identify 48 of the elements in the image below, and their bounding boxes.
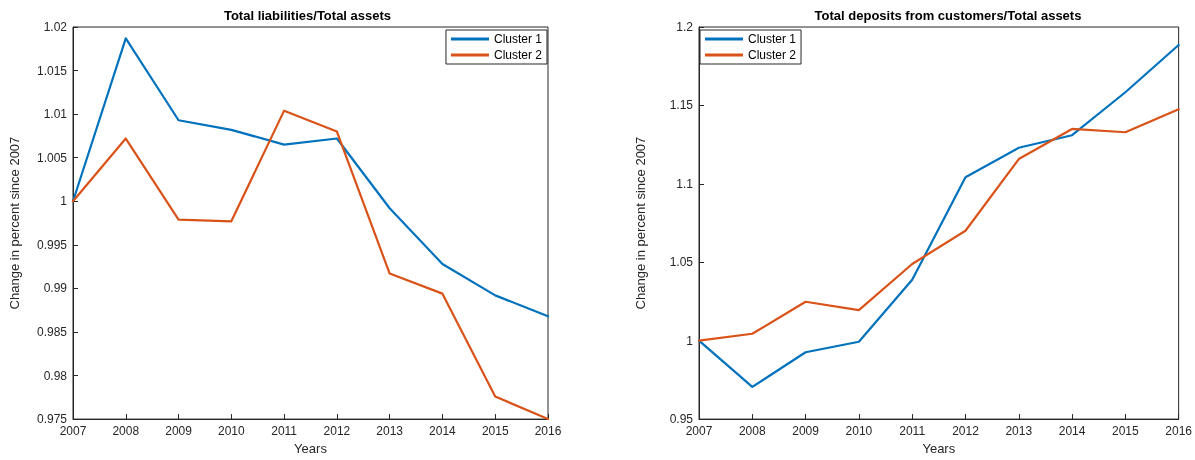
x-axis-title: Years — [922, 441, 956, 456]
x-tick-label: 2012 — [323, 424, 351, 439]
x-tick-label: 2007 — [685, 424, 713, 439]
legend-label: Cluster 1 — [493, 32, 543, 46]
chart-title: Total deposits from customers/Total assets — [814, 8, 1082, 23]
x-tick-label: 2013 — [376, 424, 404, 439]
y-tick-label: 0.995 — [36, 237, 68, 252]
line-series — [697, 108, 1180, 342]
x-tick-label: 2014 — [429, 424, 457, 439]
x-tick-label: 2010 — [217, 424, 245, 439]
y-axis-title: Change in percent since 2007 — [7, 136, 22, 310]
y-tick-label: 1.015 — [36, 63, 68, 78]
y-tick-label: 1.01 — [43, 107, 68, 122]
y-axis-title: Change in percent since 2007 — [633, 136, 648, 310]
x-tick-label: 2015 — [481, 424, 509, 439]
x-tick-label: 2012 — [952, 424, 980, 439]
y-tick-label: 0.975 — [36, 412, 68, 427]
y-tick-label: 0.99 — [43, 281, 68, 296]
y-tick-label: 1.02 — [43, 20, 68, 34]
chart-title: Total liabilities/Total assets — [223, 8, 392, 23]
x-tick-label: 2016 — [1165, 424, 1193, 439]
legend-label: Cluster 1 — [748, 32, 797, 46]
x-tick-label: 2016 — [534, 424, 562, 439]
x-tick-label: 2007 — [59, 424, 87, 439]
y-tick-label: 1.2 — [676, 20, 694, 34]
x-axis-title: Years — [294, 441, 328, 456]
x-tick-label: 2008 — [112, 424, 140, 439]
x-tick-label: 2009 — [792, 424, 820, 439]
y-tick-label: 1 — [686, 333, 694, 348]
y-tick-label: 0.985 — [36, 324, 68, 339]
line-series — [697, 43, 1180, 389]
x-tick-label: 2013 — [1005, 424, 1033, 439]
x-tick-label: 2014 — [1058, 424, 1086, 439]
x-tick-label: 2010 — [845, 424, 873, 439]
x-tick-label: 2009 — [165, 424, 193, 439]
y-tick-label: 1.15 — [669, 98, 694, 113]
y-tick-label: 1.1 — [676, 176, 694, 191]
y-tick-label: 1 — [60, 194, 68, 209]
y-tick-label: 1.005 — [36, 150, 68, 165]
x-tick-label: 2011 — [271, 424, 298, 439]
y-tick-label: 0.98 — [43, 368, 68, 383]
y-tick-label: 1.05 — [669, 255, 694, 270]
x-tick-label: 2011 — [899, 424, 926, 439]
y-tick-label: 0.95 — [669, 412, 694, 427]
x-tick-label: 2015 — [1112, 424, 1140, 439]
legend-label: Cluster 2 — [748, 48, 797, 62]
x-tick-label: 2008 — [738, 424, 766, 439]
legend-label: Cluster 2 — [493, 48, 543, 62]
